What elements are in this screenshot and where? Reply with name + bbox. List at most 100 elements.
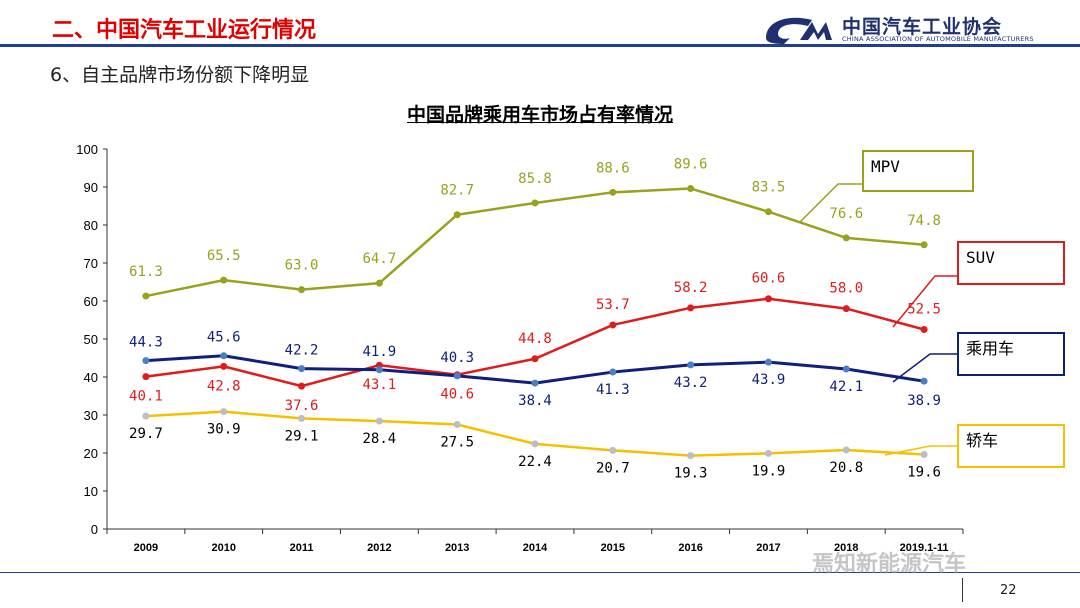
data-label-suv: 40.6: [440, 387, 474, 403]
data-point-suv: [142, 373, 150, 381]
y-tick-label: 10: [84, 484, 98, 499]
data-label-sedan: 20.8: [829, 460, 863, 476]
y-tick-label: 100: [76, 142, 98, 157]
data-label-sedan: 22.4: [518, 454, 552, 470]
data-label-suv: 60.6: [752, 271, 786, 287]
data-point-mpv: [142, 292, 150, 300]
x-tick-label: 2013: [445, 542, 469, 554]
legend-box-mpv: [862, 150, 974, 192]
legend-label-mpv: MPV: [871, 157, 900, 176]
legend-box-suv: [957, 241, 1065, 285]
data-point-mpv: [531, 199, 539, 207]
x-tick-label: 2012: [367, 542, 391, 554]
data-point-passenger: [453, 372, 461, 380]
x-tick-label: 2014: [523, 542, 548, 554]
data-point-passenger: [842, 365, 850, 373]
data-label-passenger: 42.1: [829, 379, 863, 395]
data-label-sedan: 30.9: [207, 422, 241, 438]
legend-label-suv: SUV: [966, 248, 995, 267]
legend-label-sedan: 轿车: [966, 431, 998, 450]
data-label-passenger: 38.4: [518, 393, 552, 409]
data-label-mpv: 88.6: [596, 160, 630, 176]
data-point-passenger: [220, 352, 228, 360]
data-point-passenger: [375, 366, 383, 374]
data-label-passenger: 41.3: [596, 382, 630, 398]
data-point-passenger: [531, 379, 539, 387]
data-point-suv: [920, 326, 928, 333]
data-label-suv: 40.1: [129, 389, 163, 405]
data-label-passenger: 43.9: [752, 372, 786, 388]
callout-line-mpv: [799, 183, 863, 223]
legend-box-passenger: [957, 332, 1065, 376]
data-label-suv: 37.6: [285, 398, 319, 414]
data-point-passenger: [142, 357, 150, 365]
data-label-mpv: 83.5: [752, 180, 786, 196]
data-point-sedan: [687, 452, 695, 460]
data-label-suv: 43.1: [363, 377, 397, 393]
logo-text-en: CHINA ASSOCIATION OF AUTOMOBILE MANUFACT…: [842, 35, 1034, 43]
callout-line-passenger: [892, 353, 958, 383]
data-label-sedan: 28.4: [363, 431, 397, 447]
x-tick-label: 2015: [601, 542, 625, 554]
y-tick-label: 40: [84, 370, 98, 385]
y-tick-label: 30: [84, 408, 98, 423]
data-point-passenger: [609, 368, 617, 376]
data-label-passenger: 42.2: [285, 343, 319, 359]
data-point-mpv: [609, 188, 617, 196]
data-label-mpv: 76.6: [829, 206, 863, 222]
x-tick-label: 2016: [678, 542, 702, 554]
data-label-sedan: 29.7: [129, 426, 163, 442]
data-point-suv: [609, 321, 617, 329]
data-label-mpv: 89.6: [674, 157, 708, 173]
data-label-suv: 53.7: [596, 297, 630, 313]
chart-title: 中国品牌乘用车市场占有率情况: [406, 104, 673, 126]
data-point-mpv: [920, 241, 928, 249]
legend-label-passenger: 乘用车: [966, 339, 1014, 358]
data-point-mpv: [375, 279, 383, 287]
data-point-suv: [298, 382, 306, 390]
x-tick-label: 2009: [134, 542, 158, 554]
data-label-sedan: 27.5: [440, 435, 474, 451]
data-point-sedan: [531, 440, 539, 448]
data-point-sedan: [142, 412, 150, 420]
data-point-sedan: [453, 421, 461, 428]
data-label-sedan: 19.9: [752, 463, 786, 479]
data-label-suv: 42.8: [207, 378, 241, 394]
legend-box-sedan: [957, 424, 1065, 468]
header-divider: [0, 44, 1080, 47]
data-label-mpv: 82.7: [440, 183, 474, 199]
data-label-sedan: 29.1: [285, 428, 319, 444]
data-label-passenger: 41.9: [363, 344, 397, 360]
data-label-mpv: 65.5: [207, 248, 241, 264]
data-point-sedan: [920, 451, 928, 459]
data-point-sedan: [298, 414, 306, 422]
data-label-passenger: 44.3: [129, 335, 163, 351]
data-point-passenger: [764, 358, 772, 366]
data-label-mpv: 64.7: [363, 251, 397, 267]
data-point-suv: [842, 305, 850, 313]
data-label-passenger: 43.2: [674, 375, 708, 391]
data-point-suv: [220, 362, 228, 370]
data-label-passenger: 40.3: [440, 350, 474, 366]
data-point-mpv: [842, 234, 850, 242]
data-label-suv: 58.2: [674, 280, 708, 296]
data-point-mpv: [220, 276, 228, 284]
footer-separator: [962, 578, 963, 602]
data-point-sedan: [609, 446, 617, 454]
data-label-sedan: 19.6: [907, 465, 941, 481]
data-label-suv: 52.5: [907, 302, 941, 318]
data-point-suv: [687, 304, 695, 312]
y-tick-label: 80: [84, 218, 98, 233]
y-tick-label: 60: [84, 294, 98, 309]
data-label-mpv: 85.8: [518, 171, 552, 187]
data-point-mpv: [687, 185, 695, 193]
x-tick-label: 2017: [756, 542, 780, 554]
data-label-passenger: 38.9: [907, 393, 941, 409]
data-point-sedan: [842, 446, 850, 454]
page-number: 22: [1000, 583, 1017, 598]
data-label-sedan: 20.7: [596, 460, 630, 476]
data-point-passenger: [687, 361, 695, 369]
data-point-passenger: [298, 365, 306, 373]
slide-subtitle: 6、自主品牌市场份额下降明显: [50, 64, 310, 86]
data-label-suv: 44.8: [518, 331, 552, 347]
